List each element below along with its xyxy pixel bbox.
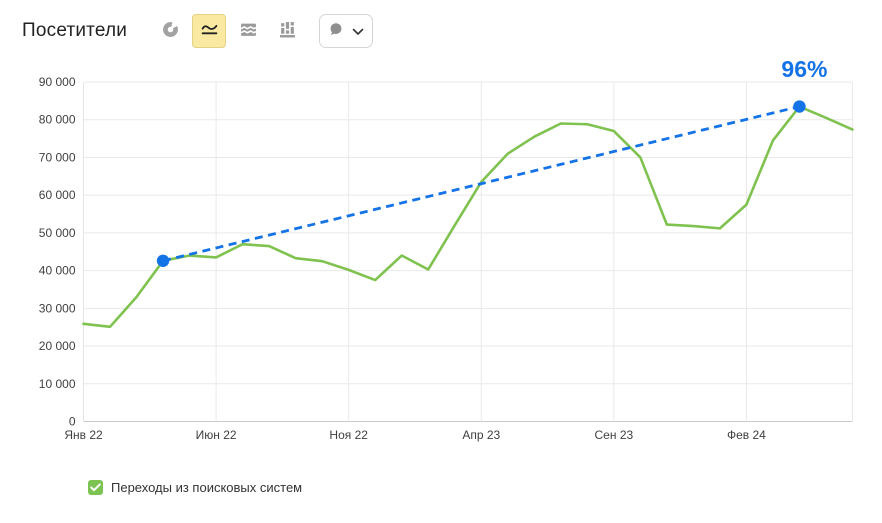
- columns-chart-icon: [279, 21, 296, 41]
- y-tick-label: 80 000: [39, 113, 76, 127]
- y-tick-label: 10 000: [39, 377, 76, 391]
- trend-percentage-label: 96%: [781, 56, 828, 82]
- chart-header: Посетители: [22, 14, 374, 48]
- y-tick-label: 40 000: [39, 264, 76, 278]
- trend-end-dot: [793, 100, 806, 113]
- line-chart-icon: [201, 21, 218, 41]
- chart-type-stacked-areas-button[interactable]: [231, 14, 265, 48]
- trend-start-dot: [156, 254, 170, 268]
- y-tick-label: 30 000: [39, 301, 76, 315]
- chart-type-line-button[interactable]: [192, 14, 227, 48]
- y-tick-label: 70 000: [39, 150, 76, 164]
- comment-bubble-icon: [328, 22, 343, 40]
- x-tick-label: Сен 23: [595, 428, 634, 442]
- stacked-areas-icon: [240, 21, 257, 41]
- chart-legend: Переходы из поисковых систем: [88, 480, 302, 495]
- legend-checkbox[interactable]: [88, 480, 103, 495]
- y-tick-label: 20 000: [39, 339, 76, 353]
- pie-chart-icon: [162, 21, 179, 41]
- y-tick-label: 50 000: [39, 226, 76, 240]
- chart-type-columns-button[interactable]: [270, 14, 304, 48]
- x-tick-label: Янв 22: [64, 428, 103, 442]
- series-line: [82, 105, 854, 329]
- x-tick-label: Июн 22: [196, 428, 237, 442]
- y-tick-label: 0: [69, 415, 76, 429]
- trend-line: [162, 105, 800, 263]
- x-tick-label: Фев 24: [727, 428, 766, 442]
- chart-type-pie-button[interactable]: [153, 14, 187, 48]
- x-tick-label: Ноя 22: [329, 428, 368, 442]
- page-title: Посетители: [22, 20, 128, 41]
- y-tick-label: 60 000: [39, 188, 76, 202]
- checkmark-icon: [90, 479, 101, 497]
- annotations-dropdown-button[interactable]: [319, 14, 374, 48]
- legend-item-label[interactable]: Переходы из поисковых систем: [111, 480, 303, 495]
- chevron-down-icon: [352, 24, 364, 39]
- x-tick-label: Апр 23: [462, 428, 500, 442]
- y-tick-label: 90 000: [39, 75, 76, 89]
